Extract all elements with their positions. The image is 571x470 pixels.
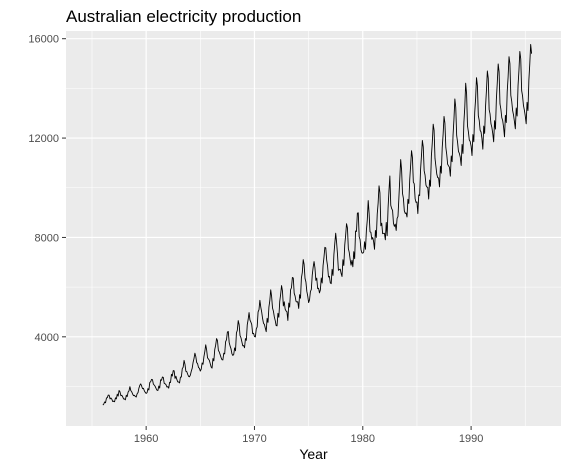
y-tick-label: 12000: [28, 133, 59, 145]
y-axis: 4000 8000 12000 16000: [28, 34, 66, 344]
x-axis-title: Year: [299, 446, 328, 462]
minor-gridlines: [66, 31, 561, 426]
x-tick-label: 1980: [351, 433, 375, 445]
y-tick-label: 4000: [35, 332, 59, 344]
x-tick-label: 1990: [459, 433, 483, 445]
x-tick-label: 1970: [242, 433, 266, 445]
plot-panel: [66, 31, 561, 426]
y-tick-label: 16000: [28, 34, 59, 46]
major-gridlines: [66, 31, 561, 426]
chart-title: Australian electricity production: [66, 7, 301, 26]
x-tick-label: 1960: [134, 433, 158, 445]
electricity-production-line: [102, 44, 533, 406]
x-axis: 1960 1970 1980 1990: [134, 426, 483, 445]
y-tick-label: 8000: [35, 232, 59, 244]
